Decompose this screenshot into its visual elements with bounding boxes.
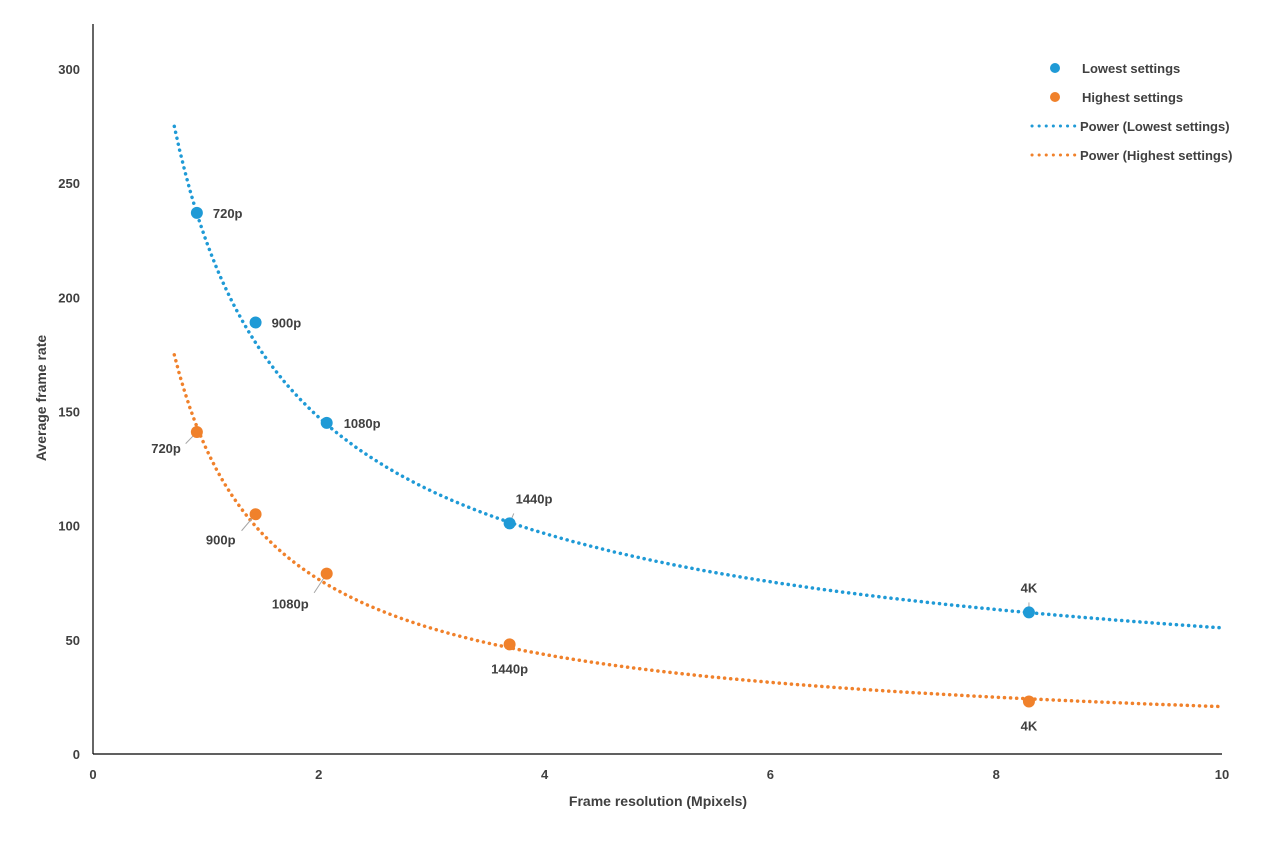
data-point (190, 426, 203, 439)
data-label: 720p (213, 206, 243, 221)
y-tick-label: 250 (58, 176, 80, 191)
data-label: 1440p (491, 661, 528, 676)
data-point (249, 316, 262, 329)
x-tick-label: 8 (993, 767, 1000, 782)
data-point (1022, 695, 1035, 708)
legend-label: Highest settings (1082, 90, 1183, 105)
data-label: 900p (206, 532, 236, 547)
data-label: 1080p (344, 416, 381, 431)
x-tick-label: 10 (1215, 767, 1229, 782)
data-label: 900p (272, 315, 302, 330)
x-axis-label: Frame resolution (Mpixels) (569, 793, 747, 809)
x-tick-label: 6 (767, 767, 774, 782)
legend-label: Power (Lowest settings) (1080, 119, 1230, 134)
data-point (1022, 606, 1035, 619)
legend: Lowest settings Highest settings Power (Lo… (1030, 61, 1232, 163)
y-tick-label: 50 (66, 633, 80, 648)
y-axis-label: Average frame rate (33, 335, 49, 462)
y-tick-label: 300 (58, 62, 80, 77)
data-point (249, 508, 262, 521)
data-label: 4K (1021, 718, 1038, 733)
legend-marker (1050, 92, 1060, 102)
data-label: 1080p (272, 597, 309, 612)
data-point (190, 206, 203, 219)
trend-line-highest (172, 353, 1224, 709)
x-tick-label: 2 (315, 767, 322, 782)
data-point (320, 416, 333, 429)
data-label: 1440p (516, 491, 553, 506)
legend-label: Lowest settings (1082, 61, 1180, 76)
data-label: 4K (1021, 580, 1038, 595)
trend-line-lowest (172, 124, 1224, 630)
legend-marker (1050, 63, 1060, 73)
x-tick-label: 4 (541, 767, 549, 782)
data-point (503, 638, 516, 651)
y-tick-label: 200 (58, 290, 80, 305)
x-tick-label: 0 (89, 767, 96, 782)
y-tick-label: 0 (73, 747, 80, 762)
data-point (503, 517, 516, 530)
y-tick-label: 150 (58, 405, 80, 420)
y-tick-label: 100 (58, 519, 80, 534)
data-points: 720p 900p 1080p 1440p 4K 720p 900p 1080p 1440p 4K (151, 206, 1038, 734)
data-label: 720p (151, 441, 181, 456)
legend-label: Power (Highest settings) (1080, 148, 1232, 163)
trend-lines (172, 124, 1224, 709)
data-point (320, 567, 333, 580)
